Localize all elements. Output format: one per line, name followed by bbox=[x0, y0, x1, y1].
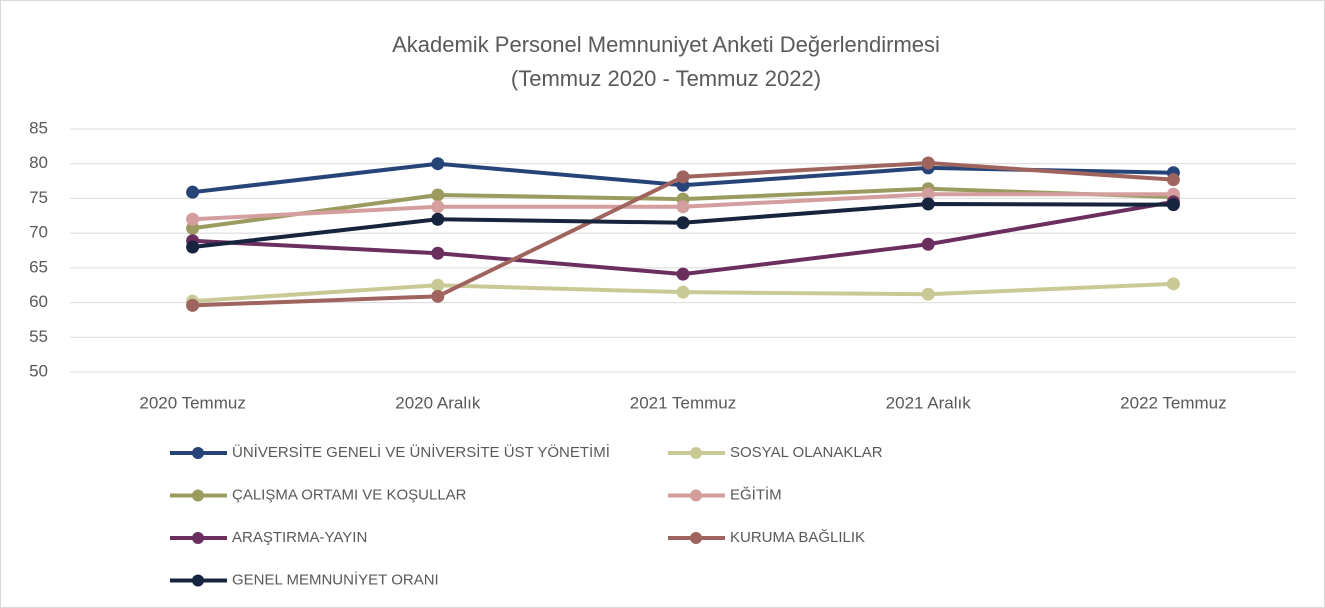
series-marker bbox=[921, 287, 935, 301]
chart-title: Akademik Personel Memnuniyet Anketi Değe… bbox=[392, 32, 940, 57]
y-tick-label: 75 bbox=[29, 188, 48, 207]
legend-marker bbox=[192, 447, 204, 459]
series-marker bbox=[676, 200, 690, 214]
series-marker bbox=[676, 170, 690, 184]
x-tick-label: 2021 Aralık bbox=[886, 393, 972, 412]
y-tick-label: 65 bbox=[29, 257, 48, 276]
y-tick-label: 60 bbox=[29, 292, 48, 311]
legend-marker bbox=[192, 574, 204, 587]
series-marker bbox=[431, 188, 445, 202]
series-marker bbox=[1166, 198, 1180, 212]
series-marker bbox=[1166, 173, 1180, 187]
chart-subtitle: (Temmuz 2020 - Temmuz 2022) bbox=[511, 66, 821, 91]
x-tick-label: 2020 Aralık bbox=[395, 393, 481, 412]
legend-label: GENEL MEMNUNİYET ORANI bbox=[232, 570, 439, 588]
series-marker bbox=[921, 197, 935, 211]
series-marker bbox=[921, 187, 935, 201]
series-marker bbox=[676, 285, 690, 299]
y-tick-label: 80 bbox=[29, 153, 48, 172]
series-marker bbox=[676, 267, 690, 281]
series-marker bbox=[431, 289, 445, 303]
legend-marker bbox=[192, 489, 204, 502]
series-marker bbox=[676, 216, 690, 230]
y-tick-label: 70 bbox=[29, 223, 48, 242]
series-marker bbox=[431, 246, 445, 260]
series-marker bbox=[186, 212, 200, 226]
series-marker bbox=[431, 157, 445, 171]
legend-label: ARAŞTIRMA-YAYIN bbox=[232, 529, 367, 546]
y-tick-label: 50 bbox=[29, 361, 48, 380]
legend-label: EĞİTİM bbox=[730, 485, 782, 503]
x-tick-label: 2020 Temmuz bbox=[139, 393, 245, 412]
y-tick-label: 85 bbox=[29, 118, 48, 137]
series-marker bbox=[431, 212, 445, 226]
legend-marker bbox=[690, 447, 702, 459]
series-marker bbox=[186, 298, 200, 312]
legend-marker bbox=[192, 532, 204, 544]
series-marker bbox=[921, 237, 935, 251]
x-tick-label: 2021 Temmuz bbox=[630, 393, 736, 412]
series-marker bbox=[186, 221, 200, 235]
legend-label: SOSYAL OLANAKLAR bbox=[730, 444, 883, 461]
legend-label: ÜNİVERSİTE GENELİ VE ÜNİVERSİTE ÜST YÖNE… bbox=[232, 443, 610, 461]
legend-marker bbox=[690, 489, 702, 502]
y-tick-label: 55 bbox=[29, 327, 48, 346]
series-marker bbox=[186, 240, 200, 254]
legend-label: KURUMA BAĞLILIK bbox=[730, 529, 865, 546]
series-marker bbox=[431, 278, 445, 292]
series-marker bbox=[186, 185, 200, 199]
series-marker bbox=[1166, 277, 1180, 291]
legend-marker bbox=[690, 532, 702, 544]
series-marker bbox=[921, 156, 935, 170]
series-marker bbox=[431, 200, 445, 214]
x-tick-label: 2022 Temmuz bbox=[1120, 393, 1226, 412]
legend-label: ÇALIŞMA ORTAMI VE KOŞULLAR bbox=[232, 486, 467, 503]
